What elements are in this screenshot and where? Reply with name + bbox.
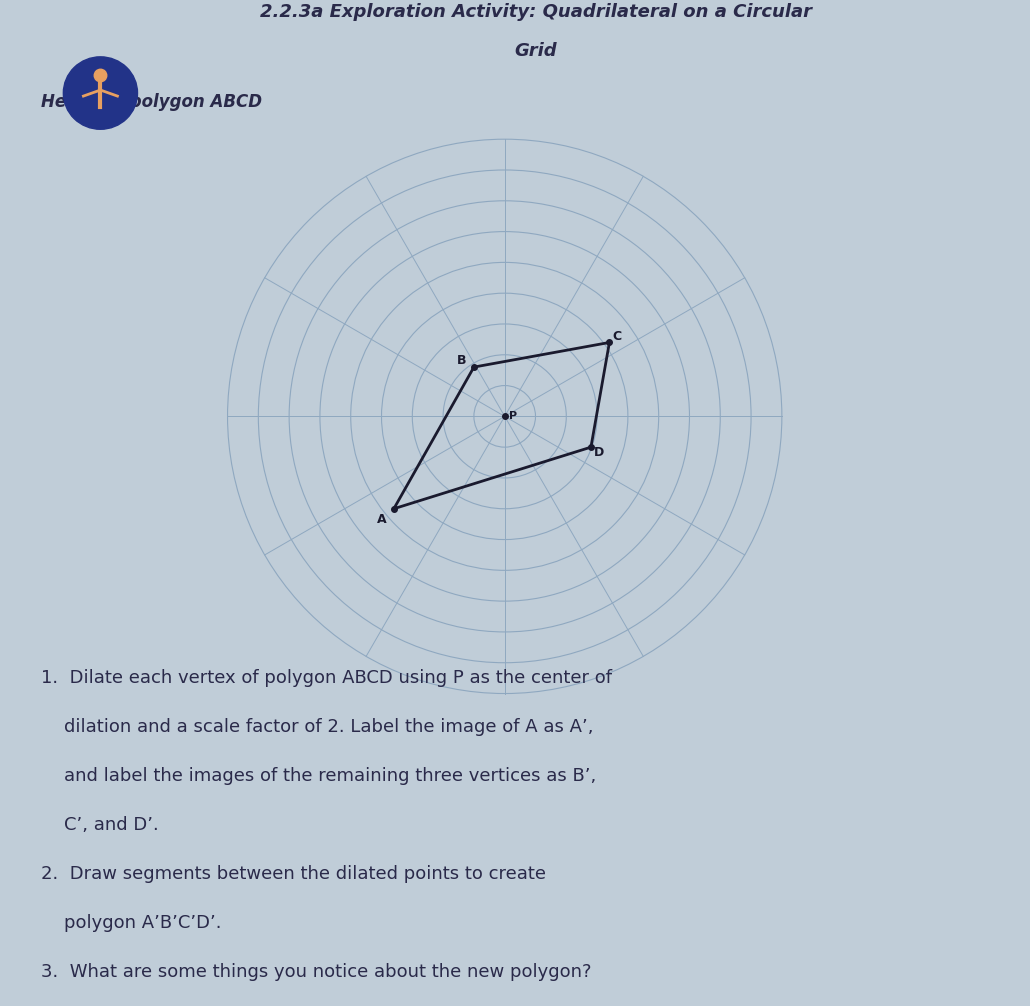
Text: Here is a polygon ABCD: Here is a polygon ABCD	[41, 94, 263, 112]
Text: polygon A’B’C’D’.: polygon A’B’C’D’.	[41, 913, 221, 932]
Text: C: C	[612, 330, 621, 343]
Text: C’, and D’.: C’, and D’.	[41, 816, 159, 834]
Text: 3.  What are some things you notice about the new polygon?: 3. What are some things you notice about…	[41, 963, 591, 981]
Text: 1.  Dilate each vertex of polygon ABCD using P as the center of: 1. Dilate each vertex of polygon ABCD us…	[41, 669, 612, 687]
Text: and label the images of the remaining three vertices as B’,: and label the images of the remaining th…	[41, 767, 596, 785]
Text: P: P	[509, 411, 517, 422]
Text: dilation and a scale factor of 2. Label the image of A as A’,: dilation and a scale factor of 2. Label …	[41, 718, 593, 736]
Text: B: B	[457, 354, 467, 367]
Text: D: D	[593, 447, 604, 460]
Text: 2.  Draw segments between the dilated points to create: 2. Draw segments between the dilated poi…	[41, 865, 546, 882]
Circle shape	[64, 57, 138, 130]
Text: A: A	[377, 513, 387, 525]
Text: Grid: Grid	[514, 42, 557, 59]
Text: 2.2.3a Exploration Activity: Quadrilateral on a Circular: 2.2.3a Exploration Activity: Quadrilater…	[260, 3, 812, 21]
